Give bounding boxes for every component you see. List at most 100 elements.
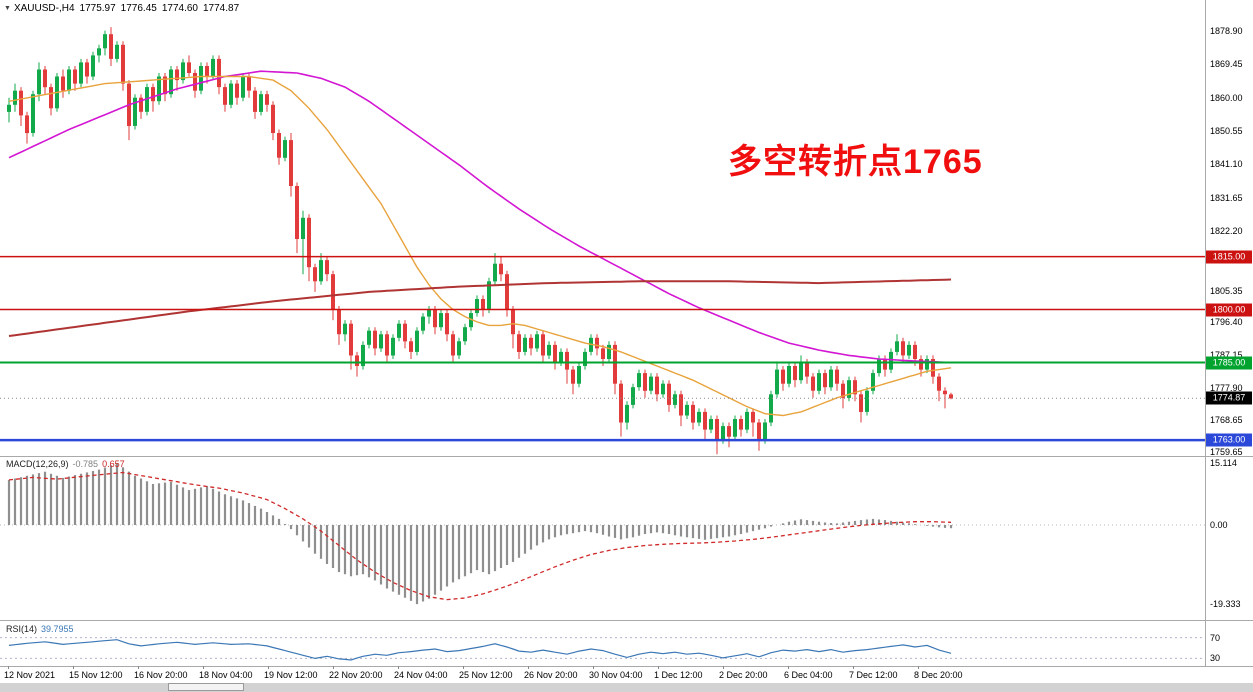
candle (655, 376, 659, 395)
candle (793, 366, 797, 381)
candle (49, 87, 53, 109)
time-scale[interactable]: 12 Nov 2021 15 Nov 12:00 16 Nov 20:00 18 No… (0, 666, 1253, 682)
candle (781, 369, 785, 384)
candle (301, 217, 305, 239)
panel-separator-main-macd[interactable] (0, 456, 1253, 457)
candle (7, 104, 11, 112)
high-value: 1776.45 (120, 3, 157, 14)
time-scale-label: 2 Dec 20:00 (719, 670, 768, 680)
open-value: 1775.97 (79, 3, 116, 14)
horizontal-scrollbar[interactable] (0, 683, 1253, 692)
candle (97, 48, 101, 56)
candle (139, 97, 143, 112)
macd-name: MACD(12,26,9) (6, 459, 69, 469)
time-tick (593, 666, 594, 669)
candle (703, 411, 707, 430)
candle (361, 344, 365, 367)
candle (721, 426, 725, 441)
candle (745, 411, 749, 430)
candle (877, 359, 881, 374)
ma-slow-magenta (8, 70, 952, 364)
symbol-period-label: XAUUSD-,H4 (13, 3, 75, 14)
candle (163, 76, 167, 95)
candle (19, 90, 23, 116)
symbol-dropdown-icon[interactable]: ▼ (4, 5, 11, 12)
candle (937, 376, 941, 391)
candle (853, 380, 857, 395)
candle (907, 344, 911, 356)
candle (409, 341, 413, 352)
time-tick (203, 666, 204, 669)
candle (349, 323, 353, 356)
candle (157, 76, 161, 102)
candle (121, 44, 125, 84)
time-scale-label: 24 Nov 04:00 (394, 670, 448, 680)
candle (151, 87, 155, 102)
rsi-indicator-label: RSI(14) 39.7955 (6, 624, 74, 634)
candle (199, 66, 203, 91)
candle (895, 341, 899, 352)
candle (79, 62, 83, 84)
candle (799, 362, 803, 381)
candle (925, 359, 929, 370)
candle (259, 94, 263, 112)
time-tick (528, 666, 529, 669)
candle (289, 140, 293, 186)
time-tick (788, 666, 789, 669)
candle (73, 69, 77, 84)
candle (451, 334, 455, 356)
candle (559, 351, 563, 363)
candle (529, 337, 533, 349)
candle (835, 369, 839, 384)
candle (217, 58, 221, 88)
rsi-panel (0, 637, 1205, 661)
time-scale-label: 1 Dec 12:00 (654, 670, 703, 680)
annotation-text: 多空转折点1765 (728, 143, 983, 181)
candle (691, 404, 695, 423)
candle (337, 309, 341, 335)
panel-separator-macd-rsi[interactable] (0, 620, 1253, 621)
candle (295, 186, 299, 239)
candle (841, 383, 845, 398)
candle (511, 309, 515, 335)
candle (583, 351, 587, 366)
candle (433, 309, 437, 328)
candle (421, 316, 425, 331)
candle (505, 274, 509, 310)
candle (775, 369, 779, 395)
rsi-name: RSI(14) (6, 624, 38, 634)
scrollbar-thumb[interactable] (168, 683, 244, 691)
candle (697, 411, 701, 423)
candle (541, 334, 545, 356)
time-tick (138, 666, 139, 669)
candle (517, 334, 521, 352)
candle (427, 309, 431, 317)
time-tick (918, 666, 919, 669)
time-tick (333, 666, 334, 669)
macd-panel (0, 463, 1205, 605)
candle (607, 344, 611, 359)
candle (169, 69, 173, 95)
candle (241, 76, 245, 98)
candle (667, 383, 671, 405)
rsi-value: 39.7955 (41, 624, 74, 634)
candle (901, 341, 905, 356)
candle (385, 334, 389, 356)
candle (223, 87, 227, 105)
candle (601, 348, 605, 359)
time-scale-label: 16 Nov 20:00 (134, 670, 188, 680)
candle (319, 260, 323, 282)
macd-indicator-label: MACD(12,26,9) -0.785 0.657 (6, 459, 125, 469)
candle (649, 376, 653, 391)
candle (931, 359, 935, 377)
candle (817, 373, 821, 391)
candle (325, 260, 329, 275)
candle (715, 419, 719, 441)
candle (187, 62, 191, 73)
candle (487, 281, 491, 310)
candle (565, 351, 569, 370)
candle (829, 369, 833, 388)
candle (265, 94, 269, 105)
time-scale-label: 8 Dec 20:00 (914, 670, 963, 680)
